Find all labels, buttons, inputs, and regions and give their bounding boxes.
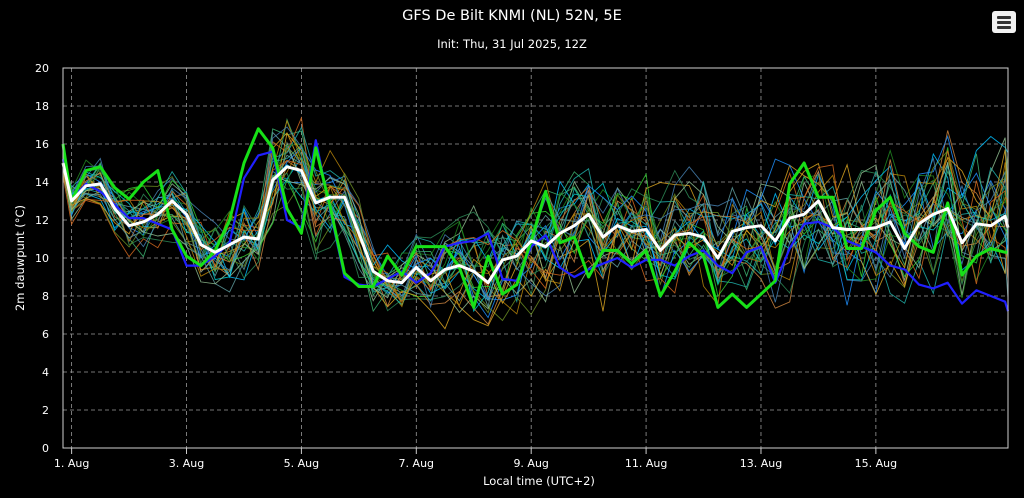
highlight-series bbox=[61, 127, 1010, 312]
y-tick-label: 14 bbox=[35, 176, 49, 189]
y-tick-label: 0 bbox=[42, 442, 49, 455]
y-tick-label: 12 bbox=[35, 214, 49, 227]
x-tick-label: 15. Aug bbox=[855, 457, 897, 470]
chart-title: GFS De Bilt KNMI (NL) 52N, 5E bbox=[402, 8, 622, 24]
x-tick-label: 1. Aug bbox=[54, 457, 89, 470]
x-tick-label: 3. Aug bbox=[169, 457, 204, 470]
x-tick-label: 7. Aug bbox=[399, 457, 434, 470]
control-run-line bbox=[61, 127, 1008, 309]
y-tick-label: 2 bbox=[42, 404, 49, 417]
ensemble-member-line bbox=[62, 119, 1009, 306]
chart-subtitle: Init: Thu, 31 Jul 2025, 12Z bbox=[437, 37, 587, 51]
x-tick-label: 5. Aug bbox=[284, 457, 319, 470]
y-tick-label: 6 bbox=[42, 328, 49, 341]
y-tick-label: 8 bbox=[42, 290, 49, 303]
ensemble-member-line bbox=[62, 137, 1009, 314]
y-tick-label: 20 bbox=[35, 62, 49, 75]
hamburger-menu-icon[interactable] bbox=[992, 11, 1016, 33]
ensemble-mean-line bbox=[61, 162, 1010, 285]
x-axis-label: Local time (UTC+2) bbox=[483, 474, 595, 488]
operational-run-line bbox=[61, 139, 1010, 312]
plot-border bbox=[62, 67, 1009, 449]
y-tick-label: 16 bbox=[35, 138, 49, 151]
ensemble-member-line bbox=[62, 130, 1009, 309]
ensemble-member-line bbox=[62, 143, 1009, 303]
ensemble-member-line bbox=[62, 141, 1009, 302]
ensemble-member-line bbox=[62, 131, 1009, 303]
x-tick-label: 9. Aug bbox=[513, 457, 548, 470]
y-tick-label: 4 bbox=[42, 366, 49, 379]
x-tick-label: 11. Aug bbox=[625, 457, 667, 470]
y-axis-label: 2m dauwpunt (°C) bbox=[13, 204, 27, 312]
x-tick-label: 13. Aug bbox=[740, 457, 782, 470]
y-tick-label: 18 bbox=[35, 100, 49, 113]
ensemble-member-line bbox=[62, 167, 1009, 296]
y-tick-label: 10 bbox=[35, 252, 49, 265]
axes: 0 2 4 6 8 10 12 14 16 18 20 1. Aug 3. Aug 5. Aug 7. Au… bbox=[35, 62, 1009, 470]
ensemble-member-line bbox=[62, 166, 1009, 313]
ensemble-member-line bbox=[62, 126, 1009, 309]
ensemble-member-line bbox=[62, 150, 1009, 303]
